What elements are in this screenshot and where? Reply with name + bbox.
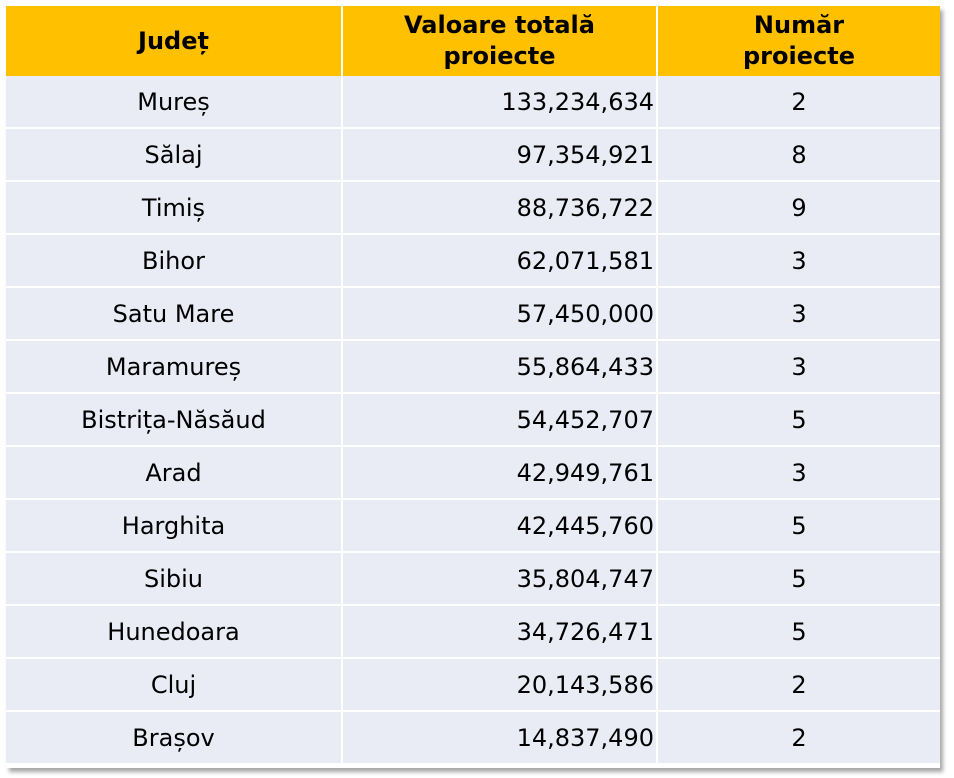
county-cell: Timiș (6, 180, 343, 234)
total-value-cell: 54,452,707 (342, 392, 658, 446)
table-row: Mureș 133,234,634 2 (6, 76, 940, 128)
total-value-cell: 62,071,581 (342, 233, 658, 287)
table-row: Harghita 42,445,760 5 (6, 498, 940, 552)
header-total-value-line1: Valoare totală (404, 11, 595, 39)
county-cell: Bistrița-Năsăud (6, 392, 343, 446)
table-row: Bihor 62,071,581 3 (6, 233, 940, 287)
total-value-cell: 57,450,000 (342, 286, 658, 340)
header-total-value: Valoare totală proiecte (342, 6, 658, 76)
county-cell: Bihor (6, 233, 343, 287)
county-cell: Satu Mare (6, 286, 343, 340)
header-county-label: Județ (138, 26, 209, 55)
total-value-cell: 34,726,471 (342, 604, 658, 658)
header-count-line1: Număr (753, 11, 845, 39)
table-row: Maramureș 55,864,433 3 (6, 339, 940, 393)
project-count-cell: 5 (657, 498, 940, 552)
county-cell: Arad (6, 445, 343, 499)
county-cell: Mureș (6, 76, 343, 128)
project-count-cell: 5 (657, 604, 940, 658)
total-value-cell: 133,234,634 (342, 76, 658, 128)
project-count-cell: 9 (657, 180, 940, 234)
county-cell: Hunedoara (6, 604, 343, 658)
header-project-count: Număr proiecte (657, 6, 940, 76)
total-value-cell: 14,837,490 (342, 710, 658, 763)
table-row: Timiș 88,736,722 9 (6, 180, 940, 234)
table-header-row: Județ Valoare totală proiecte Număr proi… (6, 6, 940, 76)
county-cell: Harghita (6, 498, 343, 552)
project-count-cell: 3 (657, 286, 940, 340)
project-count-cell: 5 (657, 551, 940, 605)
projects-table: Județ Valoare totală proiecte Număr proi… (6, 6, 940, 763)
table-row: Satu Mare 57,450,000 3 (6, 286, 940, 340)
table-frame: Județ Valoare totală proiecte Număr proi… (6, 6, 940, 768)
project-count-cell: 2 (657, 76, 940, 128)
header-count-line2: proiecte (743, 42, 855, 70)
header-total-value-line2: proiecte (443, 42, 556, 70)
total-value-cell: 55,864,433 (342, 339, 658, 393)
total-value-cell: 20,143,586 (342, 657, 658, 711)
project-count-cell: 3 (657, 445, 940, 499)
project-count-cell: 3 (657, 339, 940, 393)
header-county: Județ (6, 6, 343, 76)
county-cell: Cluj (6, 657, 343, 711)
county-cell: Maramureș (6, 339, 343, 393)
total-value-cell: 97,354,921 (342, 127, 658, 181)
project-count-cell: 3 (657, 233, 940, 287)
project-count-cell: 8 (657, 127, 940, 181)
total-value-cell: 42,445,760 (342, 498, 658, 552)
table-row: Arad 42,949,761 3 (6, 445, 940, 499)
county-cell: Sălaj (6, 127, 343, 181)
table-row: Sălaj 97,354,921 8 (6, 127, 940, 181)
table-row: Bistrița-Năsăud 54,452,707 5 (6, 392, 940, 446)
county-cell: Sibiu (6, 551, 343, 605)
project-count-cell: 5 (657, 392, 940, 446)
total-value-cell: 35,804,747 (342, 551, 658, 605)
table-row: Cluj 20,143,586 2 (6, 657, 940, 711)
total-value-cell: 42,949,761 (342, 445, 658, 499)
project-count-cell: 2 (657, 657, 940, 711)
total-value-cell: 88,736,722 (342, 180, 658, 234)
table-row: Sibiu 35,804,747 5 (6, 551, 940, 605)
county-cell: Brașov (6, 710, 343, 763)
project-count-cell: 2 (657, 710, 940, 763)
table-row: Brașov 14,837,490 2 (6, 710, 940, 763)
table-row: Hunedoara 34,726,471 5 (6, 604, 940, 658)
